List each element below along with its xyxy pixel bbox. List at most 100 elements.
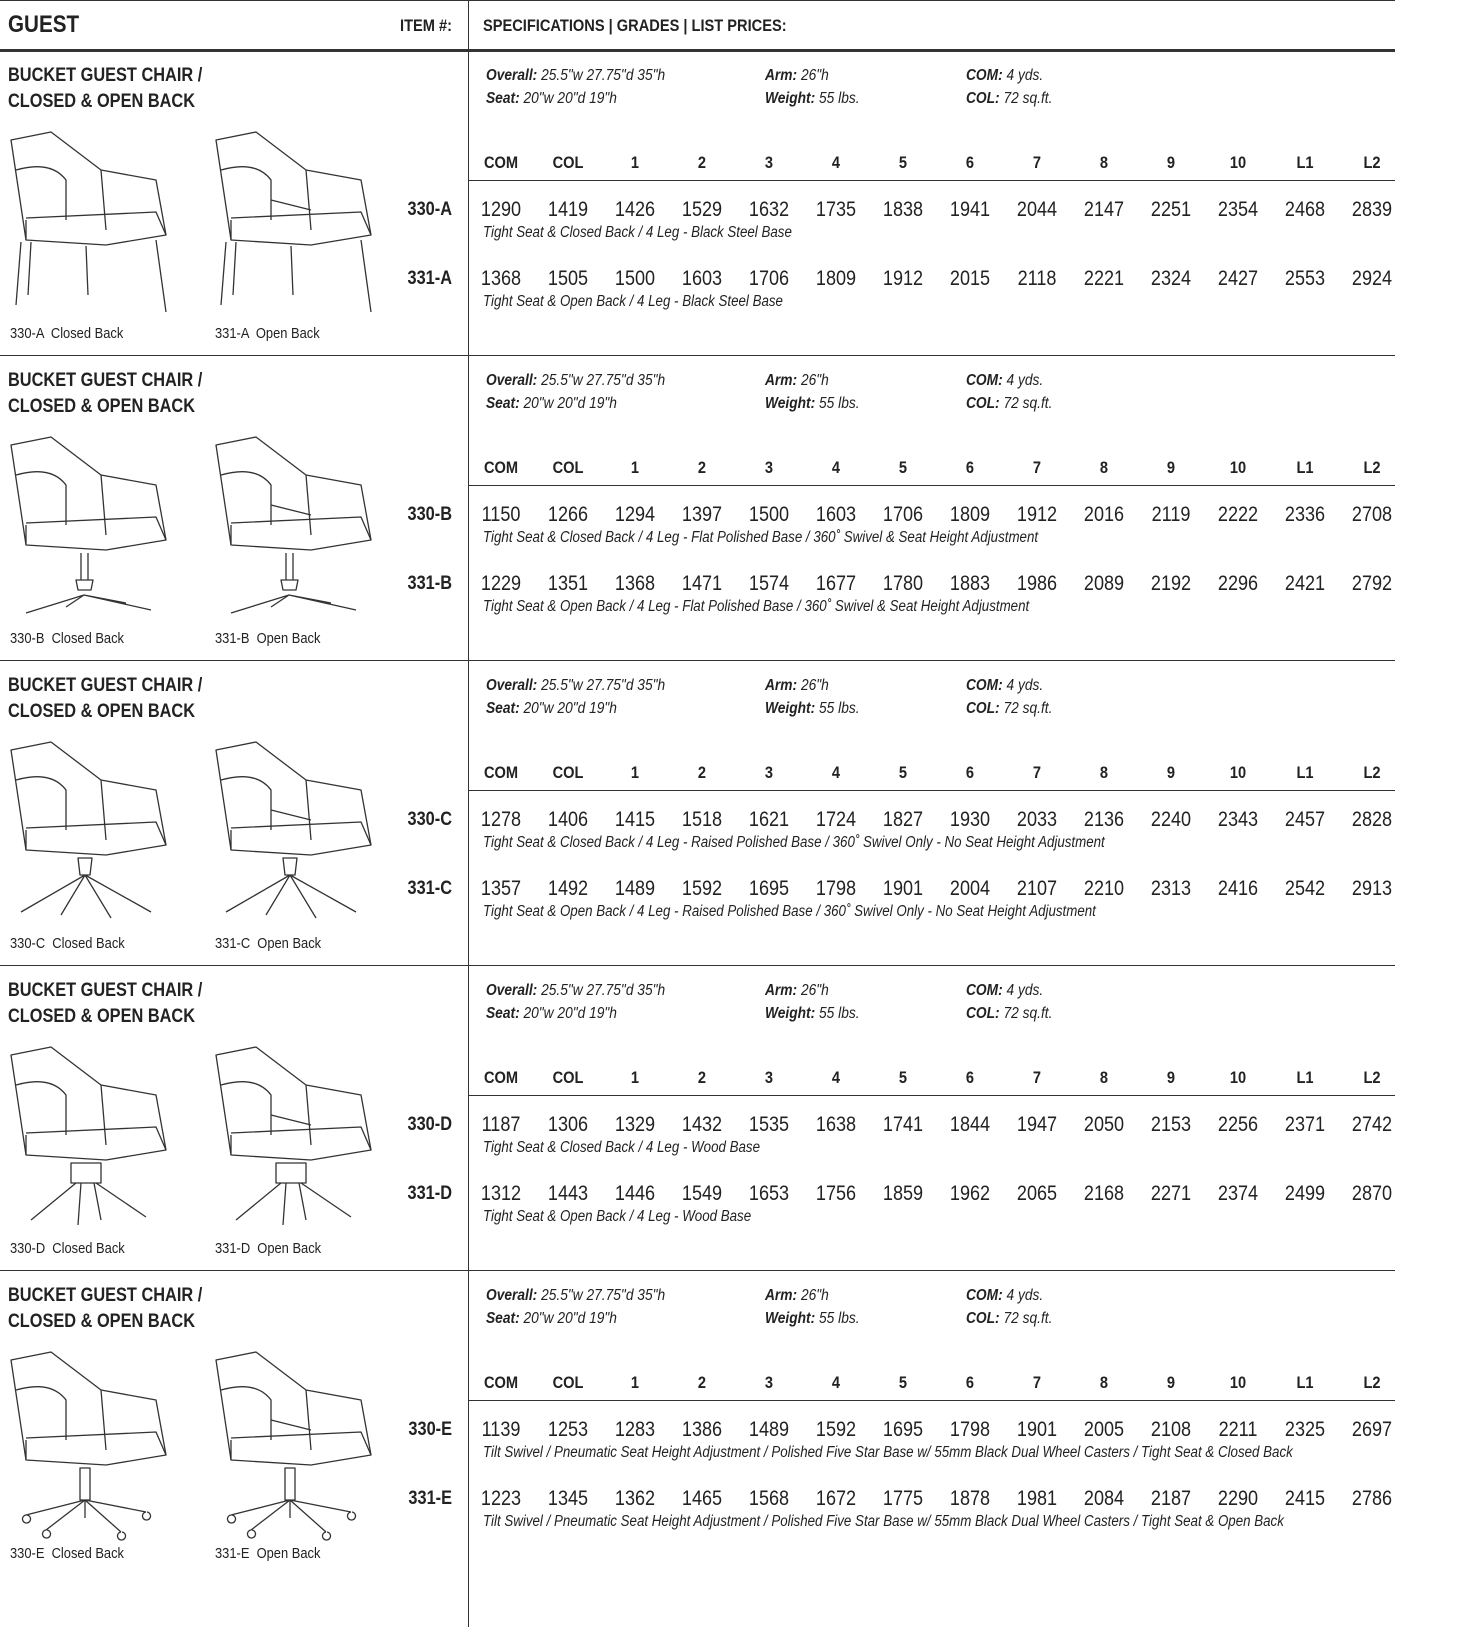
price: 1549 <box>681 1181 723 1205</box>
price: 2005 <box>1083 1417 1125 1441</box>
price: 1798 <box>949 1417 991 1441</box>
section-title: BUCKET GUEST CHAIR / <box>8 1284 203 1306</box>
grade-header: 6 <box>965 762 975 782</box>
spec-value: 20"w 20"d 19"h <box>519 395 617 412</box>
grade-header: L1 <box>1296 1372 1314 1392</box>
price: 1345 <box>547 1486 589 1510</box>
item-description: Tight Seat & Closed Back / 4 Leg - Black… <box>483 224 792 242</box>
spec: Overall: 25.5"w 27.75"d 35"h <box>486 1288 665 1304</box>
grade-header: COL <box>552 1372 584 1392</box>
item-code: 331-A <box>407 267 452 289</box>
grade-header: 1 <box>630 1067 640 1087</box>
spec-label: COL: <box>966 1005 1000 1022</box>
spec-value: 25.5"w 27.75"d 35"h <box>537 982 666 999</box>
spec: Arm: 26"h <box>765 1288 829 1304</box>
grade-header: 7 <box>1032 1067 1042 1087</box>
grade-header: L2 <box>1363 1067 1381 1087</box>
spec-label: COL: <box>966 90 1000 107</box>
chair-illustration <box>10 1046 167 1226</box>
specs-header: SPECIFICATIONS | GRADES | LIST PRICES: <box>483 15 787 35</box>
price: 1621 <box>748 807 790 831</box>
grade-header: L2 <box>1363 762 1381 782</box>
price: 1695 <box>882 1417 924 1441</box>
section-title: BUCKET GUEST CHAIR / <box>8 369 203 391</box>
spec: Overall: 25.5"w 27.75"d 35"h <box>486 678 665 694</box>
image-caption: 331-B Open Back <box>215 629 321 647</box>
price: 2044 <box>1016 197 1058 221</box>
chair-illustration <box>215 436 372 614</box>
grade-header: 5 <box>898 457 908 477</box>
grade-header: 5 <box>898 1067 908 1087</box>
price: 1492 <box>547 876 589 900</box>
spec: COL: 72 sq.ft. <box>966 1006 1052 1022</box>
grade-header: 10 <box>1229 1067 1247 1087</box>
spec: COL: 72 sq.ft. <box>966 1311 1052 1327</box>
grade-header: COM <box>483 457 519 477</box>
grade-rule <box>468 180 1395 181</box>
spec-label: Seat: <box>486 1005 520 1022</box>
grade-header: 5 <box>898 1372 908 1392</box>
grade-header: COL <box>552 762 584 782</box>
grade-rule <box>468 1095 1395 1096</box>
price: 1941 <box>949 197 991 221</box>
grade-header: COL <box>552 152 584 172</box>
spec-label: Weight: <box>765 395 816 412</box>
price: 2542 <box>1284 876 1326 900</box>
price: 1357 <box>480 876 522 900</box>
section-rule <box>0 355 1395 356</box>
grade-header: 1 <box>630 457 640 477</box>
item-code: 331-C <box>407 877 452 899</box>
price: 2015 <box>949 266 991 290</box>
price: 2119 <box>1151 502 1191 526</box>
price: 1362 <box>614 1486 656 1510</box>
grade-header: 1 <box>630 1372 640 1392</box>
price: 2050 <box>1083 1112 1125 1136</box>
item-code: 330-B <box>407 503 452 525</box>
grade-header: 6 <box>965 152 975 172</box>
price: 2168 <box>1083 1181 1125 1205</box>
image-caption: 331-D Open Back <box>215 1239 322 1257</box>
spec-label: Arm: <box>765 982 798 999</box>
item-code: 331-E <box>408 1487 452 1509</box>
price: 1706 <box>882 502 924 526</box>
price: 1150 <box>481 502 521 526</box>
price: 1574 <box>748 571 790 595</box>
price: 1653 <box>748 1181 790 1205</box>
item-code: 330-A <box>407 198 452 220</box>
grade-header: 2 <box>697 1067 707 1087</box>
price: 2187 <box>1150 1486 1192 1510</box>
spec-label: COM: <box>966 1287 1003 1304</box>
price: 2468 <box>1284 197 1326 221</box>
item-code: 331-B <box>407 572 452 594</box>
price: 1930 <box>949 807 991 831</box>
price: 1489 <box>748 1417 790 1441</box>
grade-header: 2 <box>697 1372 707 1392</box>
price: 1962 <box>949 1181 991 1205</box>
price: 1415 <box>614 807 656 831</box>
spec-label: Seat: <box>486 700 520 717</box>
chair-illustration <box>10 741 167 919</box>
item-code: 331-D <box>407 1182 452 1204</box>
price: 1638 <box>815 1112 857 1136</box>
price: 2118 <box>1017 266 1057 290</box>
spec: Weight: 55 lbs. <box>765 1311 860 1327</box>
grade-header: 8 <box>1099 152 1109 172</box>
spec-value: 55 lbs. <box>815 1310 860 1327</box>
price: 2416 <box>1217 876 1259 900</box>
price: 1500 <box>614 266 656 290</box>
grade-header: 1 <box>630 762 640 782</box>
image-caption: 331-A Open Back <box>215 324 320 342</box>
spec: Arm: 26"h <box>765 678 829 694</box>
spec-value: 72 sq.ft. <box>999 395 1053 412</box>
spec: Overall: 25.5"w 27.75"d 35"h <box>486 68 665 84</box>
grade-header: 3 <box>764 457 774 477</box>
price: 1535 <box>748 1112 790 1136</box>
spec-value: 26"h <box>797 372 829 389</box>
price: 1386 <box>681 1417 723 1441</box>
spec: Arm: 26"h <box>765 68 829 84</box>
price: 2192 <box>1150 571 1192 595</box>
spec-value: 72 sq.ft. <box>999 90 1053 107</box>
grade-header: L1 <box>1296 762 1314 782</box>
grade-header: 3 <box>764 152 774 172</box>
spec: Arm: 26"h <box>765 373 829 389</box>
